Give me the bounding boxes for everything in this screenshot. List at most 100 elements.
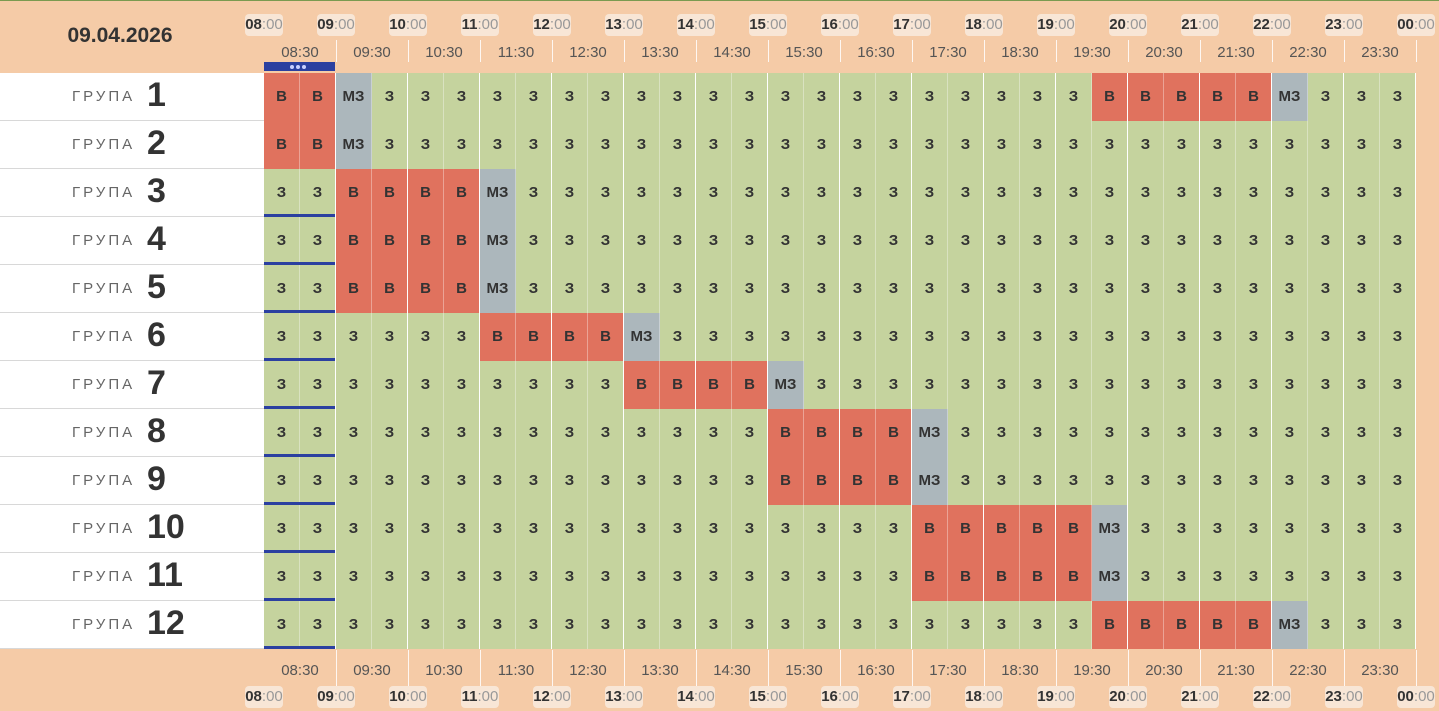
free-cell[interactable]: З [876, 601, 912, 649]
busy-cell[interactable]: В [732, 361, 768, 409]
busy-cell[interactable]: В [876, 409, 912, 457]
free-cell[interactable]: З [1380, 121, 1416, 169]
busy-cell[interactable]: В [336, 265, 372, 313]
free-cell[interactable]: З [1164, 265, 1200, 313]
free-cell[interactable]: З [1272, 505, 1308, 553]
free-cell[interactable]: З [1236, 169, 1272, 217]
free-cell[interactable]: З [768, 601, 804, 649]
free-cell[interactable]: З [912, 361, 948, 409]
maintenance-cell[interactable]: МЗ [624, 313, 660, 361]
free-cell[interactable]: З [1344, 505, 1380, 553]
free-cell[interactable]: З [516, 553, 552, 601]
free-cell[interactable]: З [732, 217, 768, 265]
free-cell[interactable]: З [1380, 601, 1416, 649]
free-cell[interactable]: З [588, 505, 624, 553]
free-cell[interactable]: З [660, 601, 696, 649]
free-cell[interactable]: З [1056, 361, 1092, 409]
free-cell[interactable]: З [1236, 121, 1272, 169]
free-cell[interactable]: З [948, 313, 984, 361]
free-cell[interactable]: З [264, 601, 300, 649]
free-cell[interactable]: З [804, 601, 840, 649]
free-cell[interactable]: З [552, 601, 588, 649]
free-cell[interactable]: З [984, 121, 1020, 169]
maintenance-cell[interactable]: МЗ [336, 121, 372, 169]
free-cell[interactable]: З [1380, 409, 1416, 457]
free-cell[interactable]: З [1020, 169, 1056, 217]
busy-cell[interactable]: В [1164, 601, 1200, 649]
free-cell[interactable]: З [264, 217, 300, 265]
free-cell[interactable]: З [984, 361, 1020, 409]
free-cell[interactable]: З [1200, 553, 1236, 601]
free-cell[interactable]: З [1020, 73, 1056, 121]
free-cell[interactable]: З [480, 409, 516, 457]
free-cell[interactable]: З [1092, 457, 1128, 505]
free-cell[interactable]: З [552, 121, 588, 169]
free-cell[interactable]: З [1020, 217, 1056, 265]
free-cell[interactable]: З [1200, 121, 1236, 169]
free-cell[interactable]: З [1092, 313, 1128, 361]
maintenance-cell[interactable]: МЗ [480, 217, 516, 265]
free-cell[interactable]: З [552, 73, 588, 121]
free-cell[interactable]: З [624, 121, 660, 169]
free-cell[interactable]: З [912, 601, 948, 649]
free-cell[interactable]: З [768, 217, 804, 265]
free-cell[interactable]: З [1164, 169, 1200, 217]
free-cell[interactable]: З [948, 265, 984, 313]
free-cell[interactable]: З [768, 553, 804, 601]
free-cell[interactable]: З [1128, 409, 1164, 457]
free-cell[interactable]: З [768, 313, 804, 361]
free-cell[interactable]: З [336, 313, 372, 361]
free-cell[interactable]: З [552, 457, 588, 505]
free-cell[interactable]: З [732, 601, 768, 649]
free-cell[interactable]: З [1308, 217, 1344, 265]
free-cell[interactable]: З [660, 553, 696, 601]
free-cell[interactable]: З [1272, 217, 1308, 265]
free-cell[interactable]: З [1344, 601, 1380, 649]
free-cell[interactable]: З [948, 601, 984, 649]
free-cell[interactable]: З [1344, 313, 1380, 361]
free-cell[interactable]: З [300, 217, 336, 265]
free-cell[interactable]: З [732, 505, 768, 553]
free-cell[interactable]: З [300, 553, 336, 601]
free-cell[interactable]: З [516, 601, 552, 649]
free-cell[interactable]: З [696, 409, 732, 457]
free-cell[interactable]: З [732, 409, 768, 457]
free-cell[interactable]: З [1092, 409, 1128, 457]
free-cell[interactable]: З [1344, 169, 1380, 217]
busy-cell[interactable]: В [408, 169, 444, 217]
free-cell[interactable]: З [1200, 505, 1236, 553]
free-cell[interactable]: З [480, 505, 516, 553]
free-cell[interactable]: З [984, 169, 1020, 217]
free-cell[interactable]: З [1344, 121, 1380, 169]
free-cell[interactable]: З [1200, 169, 1236, 217]
free-cell[interactable]: З [660, 313, 696, 361]
free-cell[interactable]: З [336, 553, 372, 601]
free-cell[interactable]: З [1344, 265, 1380, 313]
free-cell[interactable]: З [408, 73, 444, 121]
free-cell[interactable]: З [1020, 409, 1056, 457]
busy-cell[interactable]: В [1200, 73, 1236, 121]
free-cell[interactable]: З [1308, 601, 1344, 649]
free-cell[interactable]: З [516, 505, 552, 553]
free-cell[interactable]: З [660, 169, 696, 217]
free-cell[interactable]: З [696, 73, 732, 121]
busy-cell[interactable]: В [1056, 505, 1092, 553]
free-cell[interactable]: З [444, 313, 480, 361]
free-cell[interactable]: З [1380, 217, 1416, 265]
maintenance-cell[interactable]: МЗ [912, 457, 948, 505]
free-cell[interactable]: З [264, 265, 300, 313]
free-cell[interactable]: З [1344, 457, 1380, 505]
free-cell[interactable]: З [1344, 553, 1380, 601]
group-label[interactable]: ГРУПА 2 [0, 121, 264, 169]
free-cell[interactable]: З [1236, 409, 1272, 457]
free-cell[interactable]: З [300, 169, 336, 217]
free-cell[interactable]: З [1308, 169, 1344, 217]
free-cell[interactable]: З [732, 73, 768, 121]
free-cell[interactable]: З [840, 73, 876, 121]
free-cell[interactable]: З [1128, 553, 1164, 601]
free-cell[interactable]: З [1308, 361, 1344, 409]
free-cell[interactable]: З [948, 73, 984, 121]
free-cell[interactable]: З [984, 217, 1020, 265]
free-cell[interactable]: З [300, 313, 336, 361]
busy-cell[interactable]: В [588, 313, 624, 361]
